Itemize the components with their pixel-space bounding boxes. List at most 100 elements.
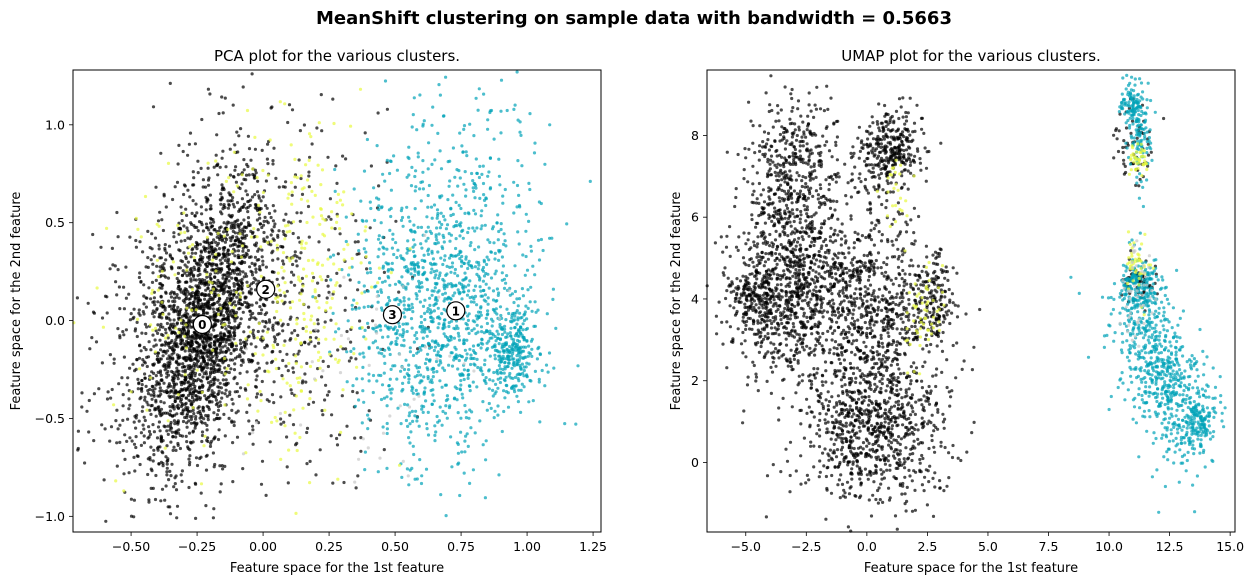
data-point xyxy=(479,305,483,309)
data-point xyxy=(433,340,437,344)
data-point xyxy=(145,408,149,412)
x-tick-label: 1.00 xyxy=(513,539,541,554)
data-point xyxy=(383,348,387,352)
data-point xyxy=(260,379,264,384)
data-point xyxy=(316,163,320,167)
data-point xyxy=(188,131,193,135)
data-point xyxy=(234,341,238,345)
data-point xyxy=(245,108,250,113)
data-point xyxy=(293,431,297,435)
data-point xyxy=(477,175,481,180)
data-point xyxy=(118,423,122,427)
data-point xyxy=(410,306,415,310)
data-point xyxy=(173,430,177,434)
data-point xyxy=(342,247,346,251)
data-point xyxy=(377,373,381,377)
data-point xyxy=(462,124,467,128)
data-point xyxy=(195,211,199,215)
data-point xyxy=(190,335,194,339)
data-point xyxy=(226,206,230,210)
data-point xyxy=(491,319,495,323)
data-point xyxy=(281,358,285,363)
data-point xyxy=(418,187,422,191)
data-point xyxy=(187,380,191,384)
data-point xyxy=(453,271,457,275)
data-point xyxy=(227,202,231,207)
data-point xyxy=(442,368,447,372)
data-point xyxy=(172,407,176,411)
data-point xyxy=(366,325,370,329)
data-point xyxy=(319,183,323,187)
data-point xyxy=(520,382,524,386)
data-point xyxy=(377,184,381,188)
data-point xyxy=(75,296,79,300)
data-point xyxy=(336,477,340,481)
data-point xyxy=(389,214,393,219)
data-point xyxy=(235,201,240,205)
data-point xyxy=(310,271,315,275)
data-point xyxy=(512,107,516,111)
data-point xyxy=(134,238,138,243)
data-point xyxy=(200,439,204,444)
data-point xyxy=(307,235,311,239)
data-point xyxy=(137,419,141,423)
data-point xyxy=(502,356,506,361)
data-point xyxy=(216,173,220,177)
data-point xyxy=(165,462,169,466)
data-point xyxy=(503,239,507,243)
data-point xyxy=(437,276,441,280)
data-point xyxy=(499,313,503,318)
data-point xyxy=(471,179,475,183)
data-point xyxy=(476,267,480,271)
data-point xyxy=(348,266,352,270)
data-point xyxy=(198,385,202,389)
data-point xyxy=(239,221,243,225)
data-point xyxy=(497,258,501,262)
data-point xyxy=(168,469,172,473)
data-point xyxy=(504,281,508,285)
data-point xyxy=(167,312,171,316)
data-point xyxy=(216,162,220,166)
data-point xyxy=(184,297,188,301)
data-point xyxy=(444,344,448,348)
data-point xyxy=(186,326,190,330)
data-point xyxy=(377,276,382,280)
data-point xyxy=(128,235,132,239)
data-point xyxy=(144,265,148,269)
data-point xyxy=(224,179,228,183)
data-point xyxy=(230,342,234,346)
data-point xyxy=(460,229,464,233)
data-point xyxy=(265,330,269,334)
data-point xyxy=(233,375,237,379)
data-point xyxy=(272,401,276,405)
data-point xyxy=(349,356,353,360)
data-point xyxy=(487,258,491,262)
data-point xyxy=(437,295,441,299)
data-point xyxy=(241,310,245,314)
data-point xyxy=(229,224,233,228)
data-point xyxy=(271,300,275,304)
data-point xyxy=(174,344,178,348)
data-point xyxy=(477,315,481,320)
data-point xyxy=(510,337,514,341)
data-point xyxy=(414,185,418,189)
data-point xyxy=(211,287,215,291)
data-point xyxy=(484,282,488,286)
data-point xyxy=(157,247,161,251)
data-point xyxy=(307,342,311,346)
data-point xyxy=(407,380,411,385)
data-point xyxy=(305,462,309,466)
data-point xyxy=(526,288,530,292)
data-point xyxy=(179,259,183,263)
data-point xyxy=(213,394,217,398)
data-point xyxy=(375,294,379,299)
data-point xyxy=(259,393,263,397)
data-point xyxy=(252,316,256,320)
data-point xyxy=(499,78,504,82)
data-point xyxy=(349,124,353,128)
data-point xyxy=(367,345,371,349)
data-point xyxy=(171,435,175,439)
data-point xyxy=(281,377,285,381)
data-point xyxy=(211,296,215,300)
data-point xyxy=(283,237,287,241)
